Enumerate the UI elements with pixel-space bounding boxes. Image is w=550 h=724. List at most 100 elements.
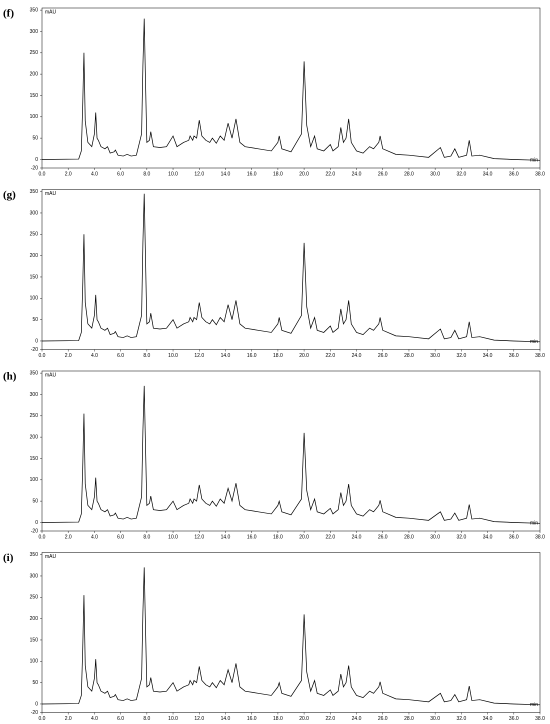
x-tick-label: 24.0 — [352, 171, 362, 177]
y-tick-label: 0 — [35, 338, 38, 344]
y-tick-label: 50 — [32, 680, 38, 686]
panel-label: (h) — [3, 371, 17, 383]
x-tick-label: 38.0 — [535, 534, 545, 540]
x-tick-label: 32.0 — [457, 353, 467, 359]
x-tick-label: 36.0 — [509, 171, 519, 177]
x-tick-label: 6.0 — [117, 171, 124, 177]
x-tick-label: 10.0 — [168, 353, 178, 359]
y-tick-label: 300 — [30, 392, 39, 398]
x-tick-label: 38.0 — [535, 716, 545, 722]
x-tick-label: 2.0 — [65, 353, 72, 359]
x-tick-label: 10.0 — [168, 171, 178, 177]
x-tick-label: 8.0 — [143, 171, 150, 177]
x-tick-label: 10.0 — [168, 534, 178, 540]
x-tick-label: 16.0 — [247, 171, 257, 177]
y-tick-label: 250 — [30, 50, 39, 56]
plot-frame — [41, 189, 541, 350]
x-tick-label: 0.0 — [39, 353, 46, 359]
x-tick-label: 18.0 — [273, 534, 283, 540]
y-tick-label: 150 — [30, 637, 39, 643]
x-tick-label: 36.0 — [509, 534, 519, 540]
x-tick-label: 30.0 — [430, 353, 440, 359]
x-tick-label: 38.0 — [535, 353, 545, 359]
x-tick-label: 32.0 — [457, 716, 467, 722]
y-axis-label: mAU — [45, 372, 57, 378]
x-tick-label: 20.0 — [299, 716, 309, 722]
x-tick-label: 24.0 — [352, 534, 362, 540]
y-tick-label: -20 — [31, 165, 38, 171]
x-tick-label: 0.0 — [39, 534, 46, 540]
x-tick-label: 28.0 — [404, 716, 414, 722]
x-tick-label: 34.0 — [483, 353, 493, 359]
y-tick-label: 200 — [30, 253, 39, 259]
x-tick-label: 20.0 — [299, 534, 309, 540]
x-tick-label: 22.0 — [325, 353, 335, 359]
y-tick-label: 350 — [30, 7, 39, 13]
x-tick-label: 2.0 — [65, 716, 72, 722]
x-tick-label: 32.0 — [457, 534, 467, 540]
plot-frame — [41, 552, 541, 713]
y-tick-label: 150 — [30, 274, 39, 280]
x-tick-label: 34.0 — [483, 716, 493, 722]
y-tick-label: 50 — [32, 317, 38, 323]
x-tick-label: 28.0 — [404, 353, 414, 359]
y-tick-label: 150 — [30, 93, 39, 99]
y-tick-label: 350 — [30, 552, 39, 558]
panel-label: (f) — [3, 8, 14, 20]
x-tick-label: 16.0 — [247, 534, 257, 540]
x-tick-label: 26.0 — [378, 534, 388, 540]
x-tick-label: 18.0 — [273, 716, 283, 722]
chromatogram-line — [41, 567, 541, 706]
x-tick-label: 28.0 — [404, 534, 414, 540]
y-tick-label: 250 — [30, 232, 39, 238]
x-tick-label: 38.0 — [535, 171, 545, 177]
x-tick-label: 2.0 — [65, 171, 72, 177]
panel-label: (g) — [3, 189, 16, 201]
panel-label: (i) — [3, 552, 14, 564]
y-tick-label: -20 — [31, 710, 38, 716]
x-tick-label: 26.0 — [378, 171, 388, 177]
x-tick-label: 8.0 — [143, 353, 150, 359]
y-tick-label: 300 — [30, 29, 39, 35]
y-tick-label: 0 — [35, 701, 38, 707]
plot-frame — [41, 7, 541, 169]
y-tick-label: 300 — [30, 210, 39, 216]
x-tick-label: 6.0 — [117, 716, 124, 722]
x-tick-label: 30.0 — [430, 534, 440, 540]
y-tick-label: 150 — [30, 456, 39, 462]
chromatogram-line — [41, 193, 541, 343]
y-tick-label: 100 — [30, 477, 39, 483]
x-tick-label: 14.0 — [221, 171, 231, 177]
x-tick-label: 12.0 — [194, 171, 204, 177]
x-tick-label: 24.0 — [352, 716, 362, 722]
x-tick-label: 22.0 — [325, 534, 335, 540]
x-tick-label: 30.0 — [430, 171, 440, 177]
plot-frame — [41, 370, 541, 532]
y-tick-label: 300 — [30, 573, 39, 579]
chromatogram-line — [41, 385, 541, 524]
x-tick-label: 0.0 — [39, 716, 46, 722]
y-tick-label: -20 — [31, 528, 38, 534]
x-tick-label: 36.0 — [509, 353, 519, 359]
y-tick-label: 350 — [30, 370, 39, 376]
x-tick-label: 30.0 — [430, 716, 440, 722]
chromatogram-line — [41, 18, 541, 161]
y-axis-label: mAU — [45, 191, 57, 197]
x-tick-label: 34.0 — [483, 171, 493, 177]
x-tick-label: 14.0 — [221, 534, 231, 540]
x-tick-label: 26.0 — [378, 353, 388, 359]
x-tick-label: 6.0 — [117, 534, 124, 540]
x-tick-label: 0.0 — [39, 171, 46, 177]
x-tick-label: 36.0 — [509, 716, 519, 722]
x-tick-label: 12.0 — [194, 534, 204, 540]
x-tick-label: 26.0 — [378, 716, 388, 722]
x-tick-label: 22.0 — [325, 716, 335, 722]
x-tick-label: 32.0 — [457, 171, 467, 177]
y-tick-label: 100 — [30, 659, 39, 665]
x-tick-label: 4.0 — [91, 171, 98, 177]
x-tick-label: 18.0 — [273, 353, 283, 359]
